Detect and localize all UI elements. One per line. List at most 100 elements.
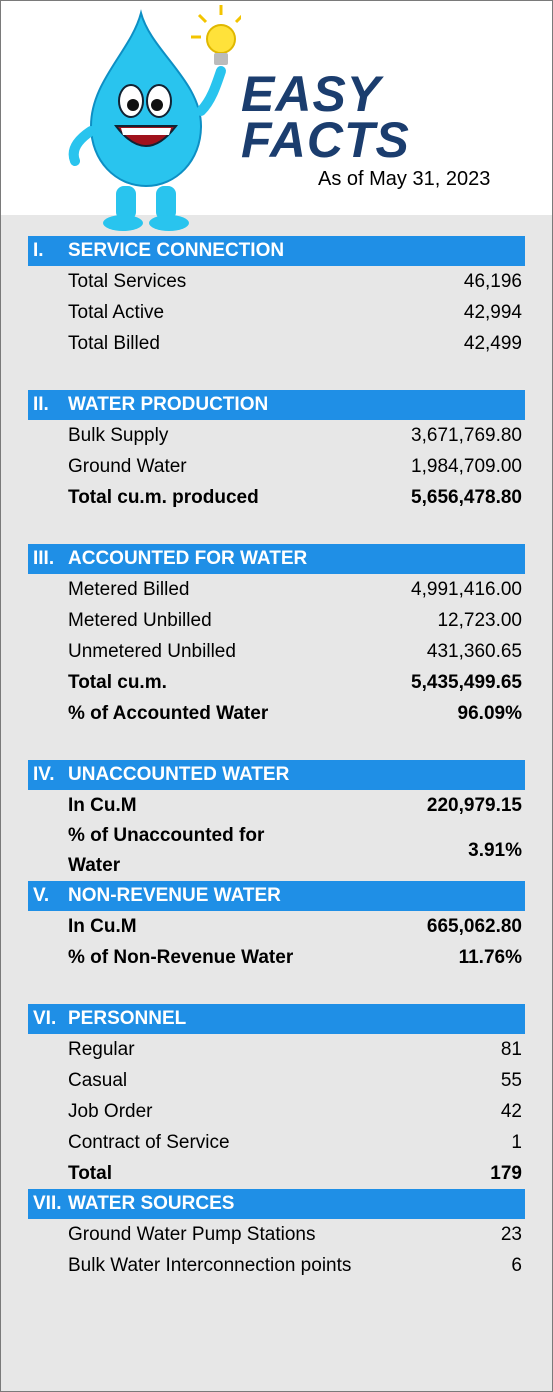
section-number: V. — [33, 885, 50, 906]
row-value: 42,499 — [463, 332, 522, 354]
section-title: UNACCOUNTED WATER — [68, 764, 290, 785]
row-label: Total cu.m. — [68, 671, 167, 693]
section: II. WATER PRODUCTION Bulk Supply 3,671,769.… — [28, 390, 525, 513]
row: % of Non-Revenue Water 11.76% — [28, 942, 525, 973]
row-value: 12,723.00 — [437, 609, 522, 631]
section-header: II. WATER PRODUCTION — [28, 390, 525, 420]
row: Bulk Water Interconnection points 6 — [28, 1250, 525, 1281]
row-value: 55 — [500, 1069, 522, 1091]
sections: I. SERVICE CONNECTION Total Services 46,196… — [28, 236, 525, 1312]
row-label: Ground Water Pump Stations — [68, 1223, 316, 1245]
section-title: WATER PRODUCTION — [68, 394, 269, 415]
row: Total Active 42,994 — [28, 297, 525, 328]
row-value: 96.09% — [457, 702, 522, 724]
row-label: % of Non-Revenue Water — [68, 946, 294, 968]
row: Bulk Supply 3,671,769.80 — [28, 420, 525, 451]
row-label: Bulk Water Interconnection points — [68, 1254, 352, 1276]
row-value: 46,196 — [463, 270, 522, 292]
section: VI. PERSONNEL Regular 81 Casual 55 Job Order 42… — [28, 1004, 525, 1189]
section-header: IV. UNACCOUNTED WATER — [28, 760, 525, 790]
row-label: Casual — [68, 1069, 128, 1091]
section-header: VII. WATER SOURCES — [28, 1189, 525, 1219]
section-header: V. NON-REVENUE WATER — [28, 881, 525, 911]
row-label: Regular — [68, 1038, 135, 1060]
row-label: Ground Water — [68, 455, 187, 477]
row-value: 23 — [500, 1223, 522, 1245]
row: Total Services 46,196 — [28, 266, 525, 297]
row-label: Bulk Supply — [68, 424, 169, 446]
header: EASY FACTS As of May 31, 2023 — [1, 1, 552, 231]
row: Ground Water Pump Stations 23 — [28, 1219, 525, 1250]
section-title: WATER SOURCES — [68, 1193, 235, 1214]
section-header: III. ACCOUNTED FOR WATER — [28, 544, 525, 574]
row-label: % of Unaccounted for Water — [68, 825, 265, 876]
row-label: Total Services — [68, 270, 187, 292]
section-number: IV. — [33, 764, 55, 785]
row: Total cu.m. 5,435,499.65 — [28, 667, 525, 698]
row-value: 5,435,499.65 — [411, 671, 522, 693]
row-value: 665,062.80 — [426, 915, 522, 937]
section-title: PERSONNEL — [68, 1008, 187, 1029]
row-value: 6 — [511, 1254, 522, 1276]
row-label: Total Active — [68, 301, 165, 323]
row-label: Total Billed — [68, 332, 160, 354]
row-label: In Cu.M — [68, 794, 137, 816]
row: Contract of Service 1 — [28, 1127, 525, 1158]
row: Metered Unbilled 12,723.00 — [28, 605, 525, 636]
section: IV. UNACCOUNTED WATER In Cu.M 220,979.15 % o… — [28, 760, 525, 881]
row: Total cu.m. produced 5,656,478.80 — [28, 482, 525, 513]
section-title: NON-REVENUE WATER — [68, 885, 281, 906]
row-value: 42 — [500, 1100, 522, 1122]
row: % of Unaccounted for Water 3.91% — [28, 821, 525, 881]
row: Total Billed 42,499 — [28, 328, 525, 359]
row-label: In Cu.M — [68, 915, 137, 937]
row: Ground Water 1,984,709.00 — [28, 451, 525, 482]
row-label: Job Order — [68, 1100, 153, 1122]
section-number: VII. — [33, 1193, 62, 1214]
row-label: Total — [68, 1162, 112, 1184]
row-value: 3,671,769.80 — [411, 424, 522, 446]
row-value: 1 — [511, 1131, 522, 1153]
section: V. NON-REVENUE WATER In Cu.M 665,062.80 % of… — [28, 881, 525, 973]
row-value: 431,360.65 — [426, 640, 522, 662]
section-header: I. SERVICE CONNECTION — [28, 236, 525, 266]
row-value: 179 — [490, 1162, 522, 1184]
row: In Cu.M 220,979.15 — [28, 790, 525, 821]
row-label: Unmetered Unbilled — [68, 640, 236, 662]
row: Metered Billed 4,991,416.00 — [28, 574, 525, 605]
title: EASY — [241, 66, 382, 122]
row-value: 220,979.15 — [426, 794, 522, 816]
row-label: Contract of Service — [68, 1131, 230, 1153]
row-value: 5,656,478.80 — [411, 486, 522, 508]
section-number: VI. — [33, 1008, 57, 1029]
section-title: ACCOUNTED FOR WATER — [68, 548, 308, 569]
row-value: 42,994 — [463, 301, 522, 323]
row: Job Order 42 — [28, 1096, 525, 1127]
section: VII. WATER SOURCES Ground Water Pump Stati… — [28, 1189, 525, 1281]
row-value: 4,991,416.00 — [411, 578, 522, 600]
row-label: Total cu.m. produced — [68, 486, 259, 508]
title: FACTS — [241, 112, 410, 168]
row: Total 179 — [28, 1158, 525, 1189]
section-number: III. — [33, 548, 55, 569]
row-value: 1,984,709.00 — [411, 455, 522, 477]
row: In Cu.M 665,062.80 — [28, 911, 525, 942]
row-value: 3.91% — [468, 840, 522, 861]
row: Casual 55 — [28, 1065, 525, 1096]
section-title: SERVICE CONNECTION — [68, 240, 285, 261]
section: I. SERVICE CONNECTION Total Services 46,196… — [28, 236, 525, 359]
row: % of Accounted Water 96.09% — [28, 698, 525, 729]
row: Regular 81 — [28, 1034, 525, 1065]
section-header: VI. PERSONNEL — [28, 1004, 525, 1034]
mascot — [68, 5, 241, 231]
row-label: Metered Unbilled — [68, 609, 212, 631]
date: As of May 31, 2023 — [318, 168, 491, 190]
row-value: 81 — [500, 1038, 522, 1060]
row-label: Metered Billed — [68, 578, 190, 600]
section-number: II. — [33, 394, 49, 415]
row: Unmetered Unbilled 431,360.65 — [28, 636, 525, 667]
section-number: I. — [33, 240, 44, 261]
row-label: % of Accounted Water — [68, 702, 269, 724]
row-value: 11.76% — [458, 946, 522, 968]
